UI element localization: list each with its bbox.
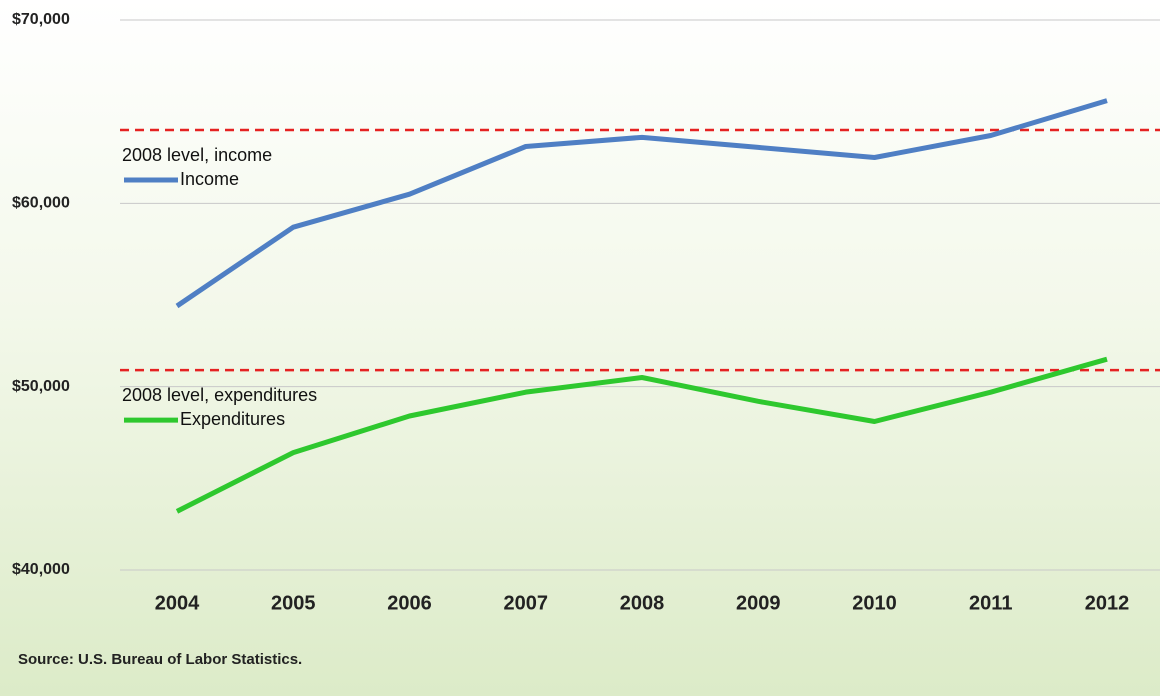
x-tick-label: 2012 [1085, 592, 1130, 614]
y-tick-label: $50,000 [12, 378, 70, 395]
y-tick-label: $40,000 [12, 561, 70, 578]
x-tick-label: 2009 [736, 592, 781, 614]
source-note: Source: U.S. Bureau of Labor Statistics. [18, 651, 302, 668]
legend-label: Income [180, 169, 239, 189]
x-tick-label: 2005 [271, 592, 316, 614]
y-tick-label: $60,000 [12, 195, 70, 212]
legend-label: Expenditures [180, 409, 285, 429]
reference-label: 2008 level, expenditures [122, 385, 317, 405]
x-tick-label: 2011 [969, 592, 1012, 614]
plot-area: $40,000 $50,000 $60,000 $70,000 2004 2005 2006… [12, 11, 1160, 614]
x-tick-label: 2004 [155, 592, 200, 614]
series-line [175, 98, 1108, 309]
x-tick-label: 2007 [504, 592, 549, 614]
reference-label: 2008 level, income [122, 145, 272, 165]
series-line [175, 356, 1108, 514]
x-tick-label: 2006 [387, 592, 432, 614]
x-tick-label: 2010 [852, 592, 897, 614]
x-tick-label: 2008 [620, 592, 665, 614]
y-tick-label: $70,000 [12, 11, 70, 28]
